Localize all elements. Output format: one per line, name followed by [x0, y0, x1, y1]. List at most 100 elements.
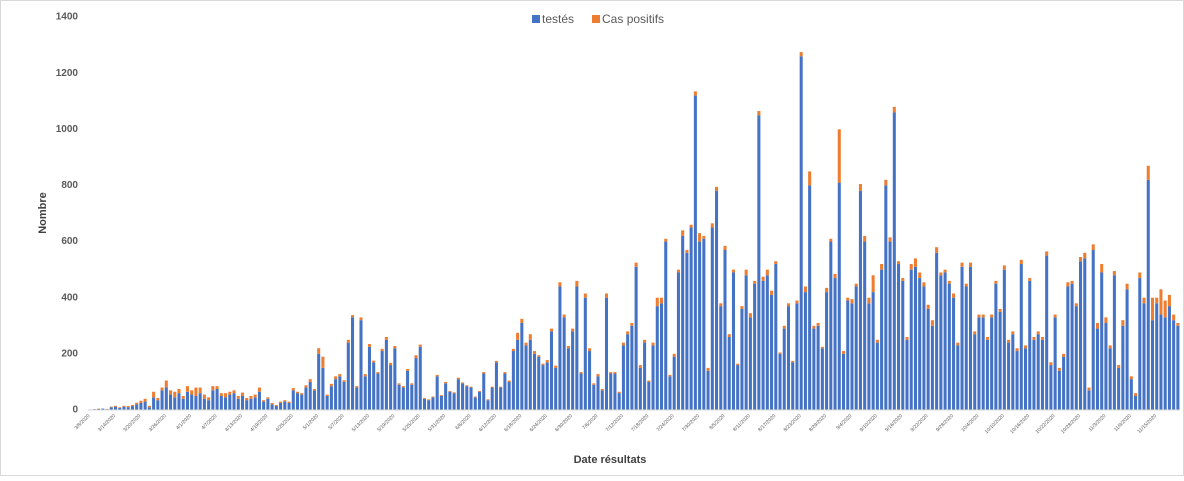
bar-segment — [393, 346, 396, 348]
bar-segment — [1151, 320, 1154, 410]
bar-segment — [643, 340, 646, 343]
bar-segment — [271, 403, 274, 404]
bar-segment — [774, 264, 777, 410]
x-tick-label: 9/22/2020 — [910, 413, 930, 433]
bar-segment — [939, 275, 942, 410]
bar-segment — [182, 399, 185, 410]
bar-segment — [863, 236, 866, 242]
legend-swatch — [532, 15, 540, 23]
bar-segment — [503, 372, 506, 373]
bar-segment — [1024, 345, 1027, 348]
bar-segment — [592, 385, 595, 410]
bar-segment — [1092, 250, 1095, 410]
bar-segment — [1159, 315, 1162, 410]
bar-segment — [343, 380, 346, 382]
bar-segment — [216, 386, 219, 389]
bar-segment — [787, 306, 790, 410]
bar-segment — [1087, 388, 1090, 391]
bar-segment — [884, 180, 887, 186]
bar-segment — [300, 395, 303, 410]
bar-segment — [224, 397, 227, 410]
bar-segment — [969, 267, 972, 410]
bar-segment — [647, 382, 650, 410]
bar-segment — [444, 383, 447, 410]
bar-segment — [652, 345, 655, 410]
bar-segment — [711, 223, 714, 227]
bar-segment — [406, 371, 409, 410]
bar-segment — [1130, 379, 1133, 410]
bar-segment — [931, 320, 934, 326]
bar-segment — [808, 171, 811, 185]
bar-segment — [389, 365, 392, 410]
bar-segment — [791, 362, 794, 410]
bar-segment — [575, 286, 578, 410]
x-tick-label: 6/24/2020 — [529, 413, 549, 433]
bar-segment — [300, 393, 303, 394]
bar-segment — [834, 278, 837, 410]
bar-segment — [563, 317, 566, 410]
x-tick-label: 7/12/2020 — [605, 413, 625, 433]
bar-segment — [732, 270, 735, 273]
bar-segment — [999, 309, 1002, 312]
bar-segment — [935, 247, 938, 253]
bar-segment — [503, 374, 506, 410]
bar-segment — [817, 323, 820, 326]
bar-segment — [795, 303, 798, 410]
bar-segment — [905, 337, 908, 340]
bar-segment — [690, 228, 693, 410]
bar-segment — [279, 403, 282, 410]
bar-segment — [131, 405, 134, 406]
bar-segment — [977, 317, 980, 410]
bar-segment — [1075, 306, 1078, 410]
bar-segment — [630, 323, 633, 326]
bar-segment — [368, 344, 371, 347]
x-tick-label: 6/6/2020 — [454, 413, 472, 431]
bar-segment — [1062, 354, 1065, 357]
bar-segment — [520, 323, 523, 410]
bar-segment — [114, 406, 117, 407]
bar-segment — [216, 389, 219, 410]
bar-segment — [470, 388, 473, 410]
x-tick-label: 10/28/2020 — [1060, 413, 1082, 435]
bar-segment — [596, 376, 599, 410]
bar-segment — [499, 388, 502, 410]
bar-segment — [1176, 326, 1179, 410]
bar-segment — [1096, 323, 1099, 329]
bar-segment — [359, 317, 362, 320]
bar-segment — [652, 343, 655, 346]
bar-segment — [1121, 320, 1124, 326]
bar-segment — [867, 298, 870, 304]
bar-segment — [1066, 282, 1069, 286]
bar-segment — [1134, 393, 1137, 396]
bar-segment — [1058, 371, 1061, 410]
bar-segment — [266, 399, 269, 410]
bar-segment — [880, 270, 883, 410]
bar-segment — [791, 361, 794, 362]
bar-segment — [990, 315, 993, 318]
bar-segment — [753, 281, 756, 284]
bar-segment — [525, 343, 528, 346]
bar-segment — [431, 397, 434, 398]
bar-segment — [423, 398, 426, 399]
bar-segment — [1130, 376, 1133, 379]
bar-segment — [482, 372, 485, 373]
bar-segment — [749, 313, 752, 317]
bar-segment — [1062, 357, 1065, 410]
bar-segment — [1168, 295, 1171, 306]
bar-segment — [177, 389, 180, 393]
bar-segment — [351, 315, 354, 317]
bar-segment — [262, 400, 265, 401]
bar-segment — [918, 272, 921, 278]
bar-segment — [889, 237, 892, 241]
bar-segment — [1159, 289, 1162, 314]
bar-segment — [118, 407, 121, 408]
bar-segment — [702, 239, 705, 410]
bar-segment — [647, 381, 650, 382]
bar-segment — [931, 326, 934, 410]
x-tick-label: 10/10/2020 — [984, 413, 1006, 435]
bar-segment — [592, 383, 595, 384]
bar-segment — [838, 183, 841, 410]
y-tick-label: 600 — [61, 236, 78, 247]
bar-segment — [745, 275, 748, 410]
x-tick-label: 10/4/2020 — [960, 413, 980, 433]
